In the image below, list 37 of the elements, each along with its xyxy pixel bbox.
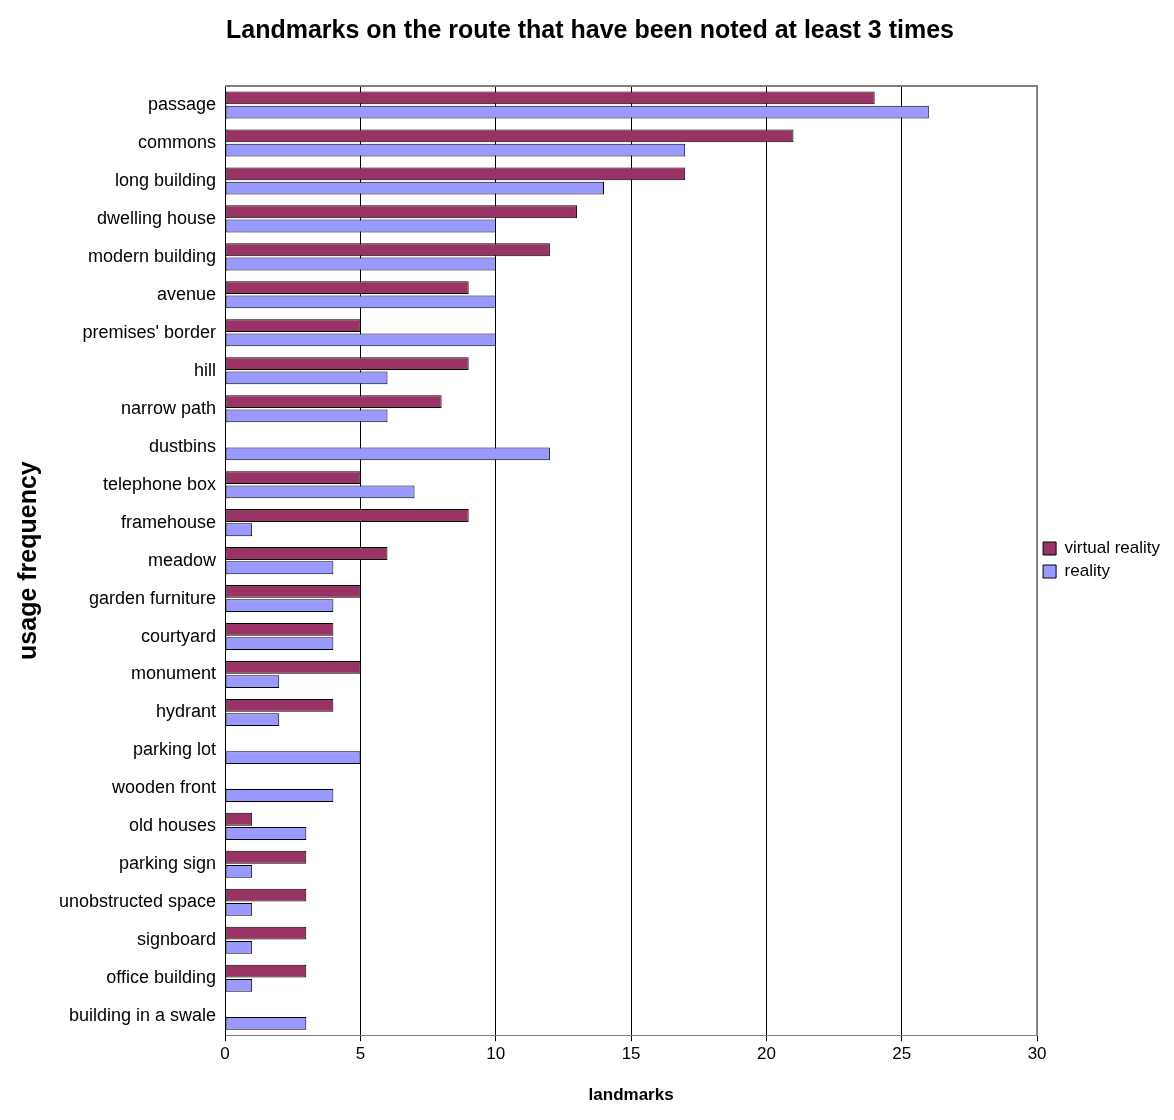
y-axis-title: usage frequency: [12, 461, 41, 660]
y-tick-label: unobstructed space: [59, 891, 217, 912]
y-tick-label: monument: [131, 663, 217, 684]
y-tick-label: office building: [106, 967, 217, 988]
y-tick-label: dwelling house: [97, 207, 217, 228]
y-tick-label: garden furniture: [89, 587, 217, 608]
y-tick-label: dustbins: [149, 435, 217, 456]
y-tick-label: premises' border: [82, 321, 217, 342]
y-tick-label: wooden front: [111, 777, 217, 798]
chart-title: Landmarks on the route that have been noted at least 3 times: [226, 14, 954, 43]
x-tick-label: 25: [892, 1044, 912, 1064]
y-tick-label: building in a swale: [69, 1005, 217, 1026]
y-tick-label: long building: [115, 169, 217, 190]
y-tick-label: modern building: [88, 245, 217, 266]
legend-label: virtual reality: [1064, 538, 1161, 558]
y-tick-label: courtyard: [141, 625, 217, 646]
y-tick-label: avenue: [157, 283, 217, 304]
y-tick-label: signboard: [137, 929, 217, 950]
y-tick-label: hydrant: [156, 701, 217, 722]
x-tick-label: 15: [621, 1044, 641, 1064]
x-tick-label: 10: [486, 1044, 506, 1064]
x-tick-label: 20: [756, 1044, 776, 1064]
y-tick-label: narrow path: [121, 397, 217, 418]
y-tick-label: framehouse: [121, 511, 217, 532]
x-tick-label: 0: [220, 1044, 230, 1064]
y-tick-label: passage: [148, 93, 217, 114]
x-tick-label: 30: [1027, 1044, 1047, 1064]
y-tick-label: commons: [138, 131, 217, 152]
legend-label: reality: [1064, 561, 1111, 581]
y-tick-label: telephone box: [103, 473, 217, 494]
x-axis-title: landmarks: [588, 1085, 674, 1105]
y-tick-label: parking lot: [133, 739, 217, 760]
x-tick-label: 5: [355, 1044, 366, 1064]
y-tick-label: meadow: [148, 549, 218, 570]
y-tick-label: old houses: [129, 815, 217, 836]
y-tick-label: parking sign: [119, 853, 217, 874]
y-tick-label: hill: [194, 359, 217, 380]
